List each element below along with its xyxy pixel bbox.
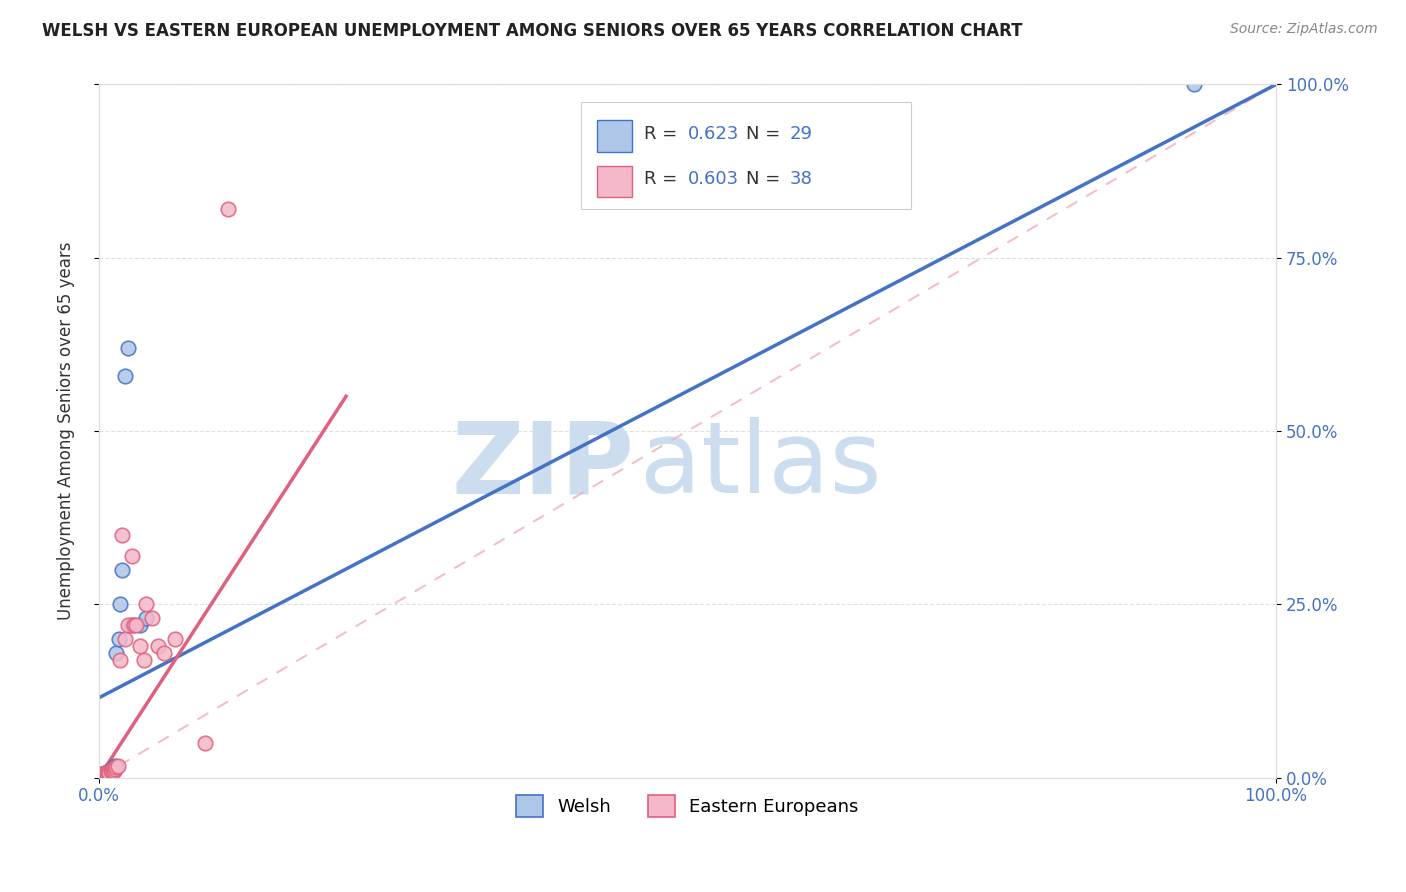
Point: [114, 368, 136, 383]
Point: [94, 765, 117, 780]
Point: [152, 646, 174, 660]
Point: [90, 768, 112, 782]
Point: [105, 646, 128, 660]
Text: R =: R =: [644, 126, 683, 144]
Point: [93, 767, 115, 781]
Point: [135, 597, 157, 611]
Point: [93, 767, 115, 781]
Point: [122, 618, 145, 632]
Point: [100, 764, 122, 778]
Point: [105, 760, 128, 774]
Text: N =: N =: [747, 126, 786, 144]
FancyBboxPatch shape: [596, 120, 633, 152]
Text: ZIP: ZIP: [451, 417, 634, 514]
Point: [91, 767, 114, 781]
Point: [111, 563, 134, 577]
Point: [96, 766, 118, 780]
Point: [96, 767, 118, 781]
Point: [91, 767, 114, 781]
Point: [114, 632, 136, 646]
Point: [91, 768, 114, 782]
Point: [98, 764, 121, 779]
Text: 0.603: 0.603: [688, 170, 738, 188]
Point: [103, 760, 125, 774]
Point: [104, 762, 127, 776]
Point: [94, 768, 117, 782]
Text: 0.623: 0.623: [688, 126, 738, 144]
Point: [107, 632, 129, 646]
Point: [93, 766, 115, 780]
Point: [100, 764, 122, 779]
Text: 29: 29: [790, 126, 813, 144]
Point: [94, 766, 117, 780]
Point: [98, 765, 121, 780]
Text: 38: 38: [790, 170, 813, 188]
FancyBboxPatch shape: [596, 166, 633, 197]
Point: [97, 765, 120, 780]
Point: [103, 764, 125, 778]
Point: [93, 767, 115, 781]
Point: [194, 736, 217, 750]
Point: [121, 618, 143, 632]
Point: [135, 611, 157, 625]
Point: [96, 764, 118, 779]
Point: [111, 528, 134, 542]
Point: [108, 653, 131, 667]
Point: [94, 768, 117, 782]
Point: [90, 768, 112, 782]
Text: WELSH VS EASTERN EUROPEAN UNEMPLOYMENT AMONG SENIORS OVER 65 YEARS CORRELATION C: WELSH VS EASTERN EUROPEAN UNEMPLOYMENT A…: [42, 22, 1022, 40]
FancyBboxPatch shape: [582, 102, 911, 210]
Point: [107, 759, 129, 773]
Point: [146, 639, 169, 653]
Point: [90, 768, 112, 782]
Y-axis label: Unemployment Among Seniors over 65 years: Unemployment Among Seniors over 65 years: [58, 242, 75, 620]
Point: [129, 618, 152, 632]
Text: Source: ZipAtlas.com: Source: ZipAtlas.com: [1230, 22, 1378, 37]
Point: [141, 611, 163, 625]
Point: [117, 618, 139, 632]
Point: [93, 768, 115, 782]
Point: [93, 768, 115, 782]
Point: [101, 762, 124, 776]
Legend: Welsh, Eastern Europeans: Welsh, Eastern Europeans: [509, 788, 866, 824]
Point: [100, 764, 122, 778]
Text: R =: R =: [644, 170, 683, 188]
Point: [93, 768, 115, 782]
Point: [97, 765, 120, 780]
Point: [165, 632, 187, 646]
Point: [101, 762, 124, 776]
Point: [96, 767, 118, 781]
Text: N =: N =: [747, 170, 786, 188]
Point: [121, 549, 143, 563]
Point: [132, 653, 155, 667]
Point: [91, 768, 114, 782]
Point: [100, 762, 122, 776]
Point: [129, 639, 152, 653]
Text: atlas: atlas: [640, 417, 882, 514]
Point: [125, 618, 148, 632]
Point: [104, 759, 127, 773]
Point: [93, 768, 115, 782]
Point: [97, 764, 120, 779]
Point: [217, 202, 239, 217]
Point: [108, 597, 131, 611]
Point: [96, 766, 118, 780]
Point: [1182, 78, 1205, 92]
Point: [117, 341, 139, 355]
